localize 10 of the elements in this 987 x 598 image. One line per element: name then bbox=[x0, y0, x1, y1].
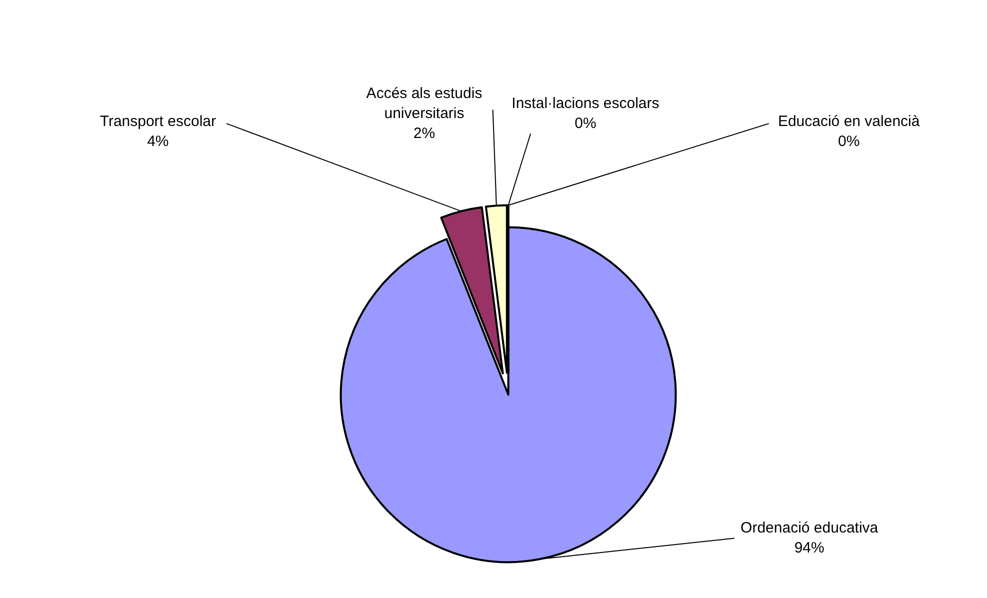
slice-label: Transport escolar bbox=[100, 113, 216, 130]
slice-label: Accés als estudis universitaris bbox=[366, 85, 482, 122]
data-label: 94% bbox=[794, 540, 824, 557]
data-label: 4% bbox=[147, 133, 169, 150]
slice-label: Ordenació educativa bbox=[740, 520, 879, 537]
category-label: Educació en valencià bbox=[778, 113, 920, 130]
text: 0% bbox=[838, 133, 860, 150]
data-label: 2% bbox=[413, 125, 436, 142]
category-label: Instal·lacions escolars bbox=[512, 95, 660, 112]
text: 0% bbox=[574, 115, 596, 132]
